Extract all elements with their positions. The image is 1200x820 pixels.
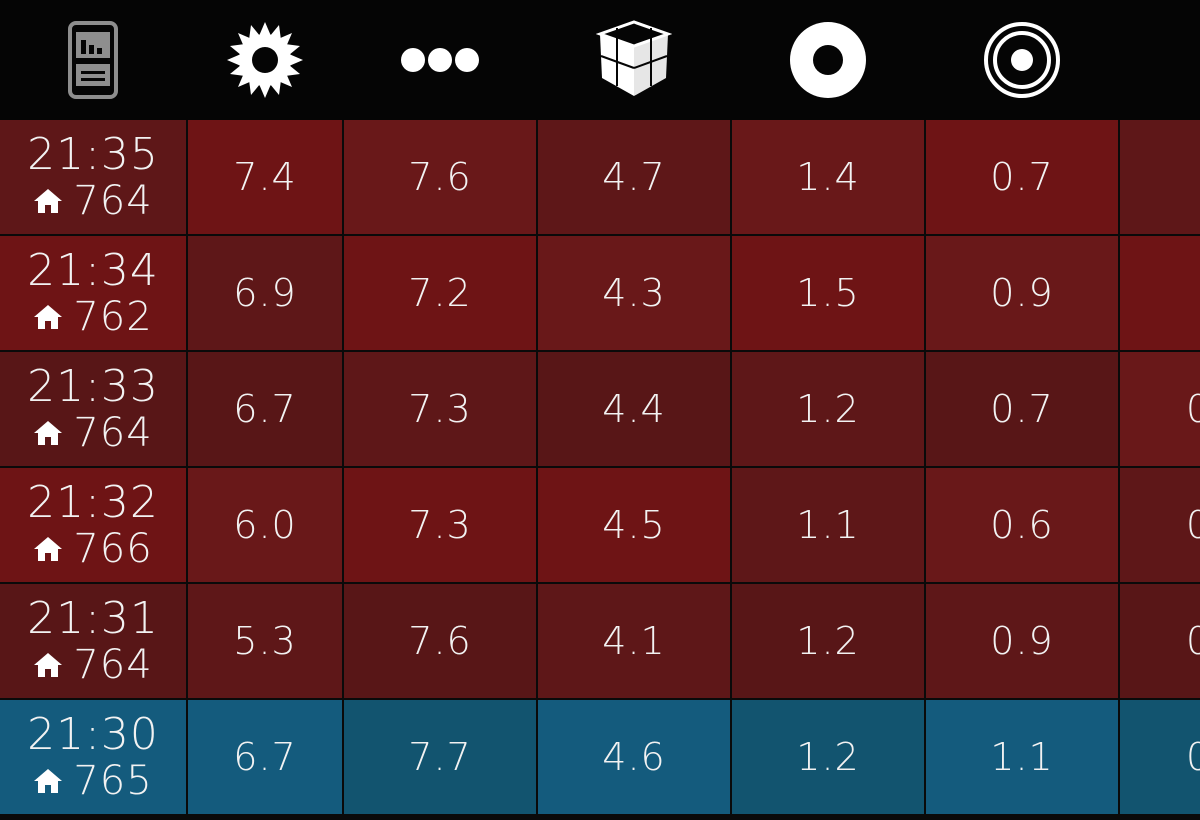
value-cell: 4.5 bbox=[538, 468, 730, 582]
value-cell: 6.7 bbox=[188, 352, 342, 466]
value-cell: 4.1 bbox=[538, 584, 730, 698]
value-cell: 1.2 bbox=[732, 700, 924, 814]
pressure-label: 764 bbox=[73, 410, 153, 456]
value-cell: 4.3 bbox=[538, 236, 730, 350]
home-icon bbox=[33, 527, 73, 571]
ring-icon bbox=[788, 20, 868, 100]
value-cell: 0.7 bbox=[926, 352, 1118, 466]
home-icon bbox=[33, 179, 73, 223]
value-cell: 4.7 bbox=[538, 120, 730, 234]
value-cell: 0.6 bbox=[926, 468, 1118, 582]
home-icon bbox=[33, 411, 73, 455]
pressure-label: 764 bbox=[73, 642, 153, 688]
value-cell: 6.7 bbox=[188, 700, 342, 814]
sun-icon bbox=[225, 20, 305, 100]
value-cell-partial: 0 bbox=[1120, 584, 1200, 698]
value-cell: 7.7 bbox=[344, 700, 536, 814]
pressure-label: 764 bbox=[73, 178, 153, 224]
time-cell: 21:33 764 bbox=[0, 352, 186, 466]
time-cell: 21:31 764 bbox=[0, 584, 186, 698]
pressure-label: 765 bbox=[73, 758, 153, 804]
time-label: 21:32 bbox=[27, 477, 159, 528]
double-ring-icon bbox=[982, 20, 1062, 100]
home-icon bbox=[33, 759, 73, 803]
time-label: 21:33 bbox=[27, 361, 159, 412]
value-cell: 4.4 bbox=[538, 352, 730, 466]
pressure-value: 766 bbox=[33, 527, 152, 571]
value-cell: 1.2 bbox=[732, 584, 924, 698]
header-double-ring-column[interactable] bbox=[926, 0, 1118, 120]
value-cell: 1.5 bbox=[732, 236, 924, 350]
time-cell: 21:32 766 bbox=[0, 468, 186, 582]
table-row-current[interactable]: 21:30 765 6.7 7.7 4.6 1.2 1.1 0 bbox=[0, 700, 1200, 814]
pressure-value: 764 bbox=[33, 643, 152, 687]
value-cell: 7.3 bbox=[344, 468, 536, 582]
time-label: 21:30 bbox=[27, 709, 159, 760]
value-cell: 7.3 bbox=[344, 352, 536, 466]
value-cell: 1.1 bbox=[732, 468, 924, 582]
time-label: 21:34 bbox=[27, 245, 159, 296]
pressure-value: 764 bbox=[33, 179, 152, 223]
value-cell: 7.6 bbox=[344, 120, 536, 234]
value-cell-partial bbox=[1120, 120, 1200, 234]
pressure-value: 765 bbox=[33, 759, 152, 803]
column-header-bar: N bbox=[0, 0, 1200, 120]
readings-table: 21:35 764 7.4 7.6 4.7 1.4 0.7 21:34 762 bbox=[0, 120, 1200, 820]
value-cell: 1.2 bbox=[732, 352, 924, 466]
value-cell: 7.6 bbox=[344, 584, 536, 698]
value-cell: 5.3 bbox=[188, 584, 342, 698]
pressure-value: 762 bbox=[33, 295, 152, 339]
value-cell: 4.6 bbox=[538, 700, 730, 814]
header-cube-column[interactable] bbox=[538, 0, 730, 120]
value-cell-partial: 0 bbox=[1120, 700, 1200, 814]
time-cell: 21:34 762 bbox=[0, 236, 186, 350]
time-cell: 21:35 764 bbox=[0, 120, 186, 234]
value-cell-partial: 0 bbox=[1120, 352, 1200, 466]
phone-chart-icon bbox=[67, 20, 119, 100]
header-device-column[interactable] bbox=[0, 0, 186, 120]
value-cell: 0.9 bbox=[926, 584, 1118, 698]
value-cell: 0.7 bbox=[926, 120, 1118, 234]
table-row[interactable]: 21:32 766 6.0 7.3 4.5 1.1 0.6 0 bbox=[0, 468, 1200, 582]
value-cell-partial: 0 bbox=[1120, 468, 1200, 582]
cube-icon bbox=[596, 20, 672, 100]
value-cell: 6.9 bbox=[188, 236, 342, 350]
value-cell: 1.4 bbox=[732, 120, 924, 234]
three-dots-icon bbox=[400, 45, 480, 75]
time-label: 21:31 bbox=[27, 593, 159, 644]
header-sun-column[interactable] bbox=[188, 0, 342, 120]
value-cell: 0.9 bbox=[926, 236, 1118, 350]
table-row[interactable]: 21:34 762 6.9 7.2 4.3 1.5 0.9 bbox=[0, 236, 1200, 350]
value-cell: 7.2 bbox=[344, 236, 536, 350]
time-label: 21:35 bbox=[27, 129, 159, 180]
pressure-value: 764 bbox=[33, 411, 152, 455]
value-cell: 6.0 bbox=[188, 468, 342, 582]
header-ring-column[interactable] bbox=[732, 0, 924, 120]
header-partial-column[interactable]: N bbox=[1120, 0, 1200, 120]
pressure-label: 766 bbox=[73, 526, 153, 572]
pressure-label: 762 bbox=[73, 294, 153, 340]
value-cell-partial bbox=[1120, 236, 1200, 350]
value-cell: 7.4 bbox=[188, 120, 342, 234]
table-row[interactable]: 21:31 764 5.3 7.6 4.1 1.2 0.9 0 bbox=[0, 584, 1200, 698]
table-row[interactable]: 21:35 764 7.4 7.6 4.7 1.4 0.7 bbox=[0, 120, 1200, 234]
value-cell: 1.1 bbox=[926, 700, 1118, 814]
home-icon bbox=[33, 643, 73, 687]
time-cell: 21:30 765 bbox=[0, 700, 186, 814]
home-icon bbox=[33, 295, 73, 339]
table-row[interactable]: 21:33 764 6.7 7.3 4.4 1.2 0.7 0 bbox=[0, 352, 1200, 466]
header-dots-column[interactable] bbox=[344, 0, 536, 120]
